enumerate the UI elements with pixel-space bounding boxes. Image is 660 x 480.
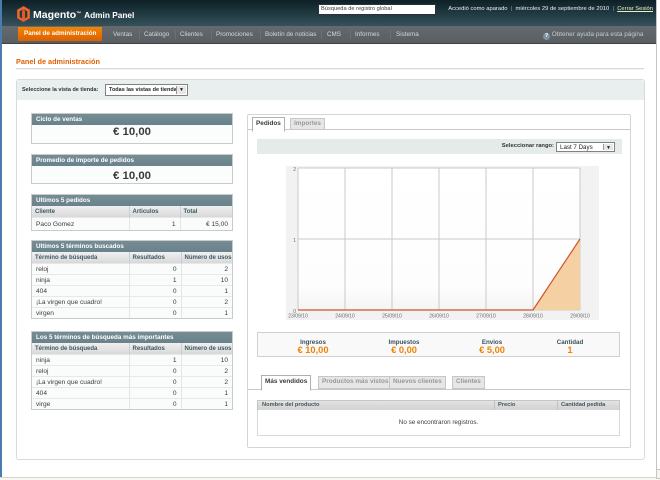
svg-text:24/09/10: 24/09/10 [335,314,355,320]
svg-text:29/09/10: 29/09/10 [570,314,590,320]
svg-text:25/09/10: 25/09/10 [382,314,402,320]
svg-text:2: 2 [293,167,296,173]
svg-text:28/09/10: 28/09/10 [523,314,543,320]
svg-text:27/09/10: 27/09/10 [476,314,496,320]
svg-text:23/09/10: 23/09/10 [288,314,308,320]
svg-text:1: 1 [293,238,296,244]
svg-text:0: 0 [293,309,296,315]
svg-text:26/09/10: 26/09/10 [429,314,449,320]
